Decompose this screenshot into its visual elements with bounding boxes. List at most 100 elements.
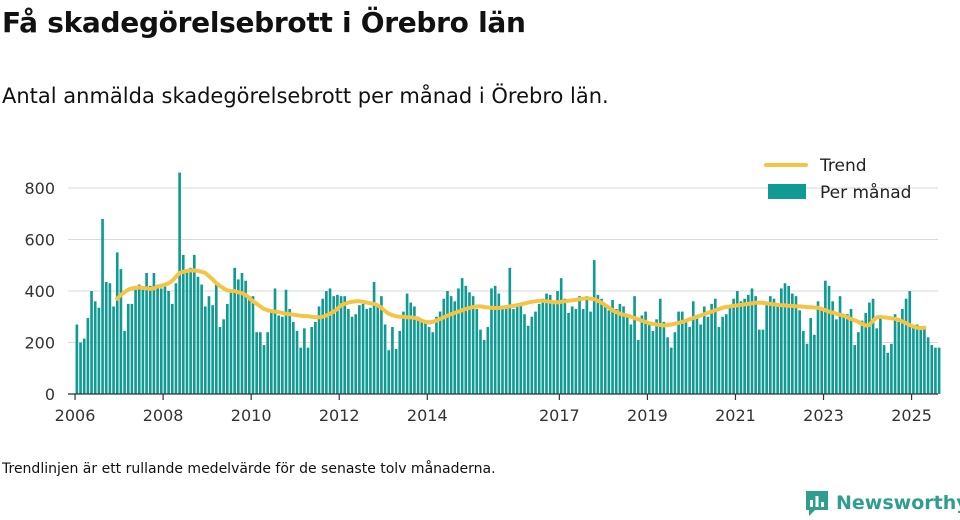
trend-line bbox=[115, 268, 927, 331]
bar bbox=[581, 309, 585, 394]
bar bbox=[314, 321, 317, 394]
bar bbox=[702, 306, 706, 394]
bar bbox=[868, 302, 871, 394]
bar bbox=[115, 252, 119, 395]
bar bbox=[691, 301, 695, 394]
bar bbox=[824, 280, 827, 394]
bar bbox=[376, 303, 380, 395]
bar bbox=[897, 321, 901, 394]
bar bbox=[519, 305, 523, 394]
bar bbox=[262, 345, 266, 394]
bar bbox=[343, 296, 347, 394]
bar bbox=[486, 327, 490, 394]
bar bbox=[380, 296, 383, 394]
bar bbox=[214, 281, 218, 394]
bar bbox=[633, 296, 636, 394]
bar bbox=[97, 307, 101, 394]
bar bbox=[134, 289, 137, 394]
x-tick-label: 2014 bbox=[407, 406, 448, 425]
bar bbox=[534, 311, 537, 394]
bar bbox=[468, 292, 471, 394]
footnote: Trendlinjen är ett rullande medelvärde f… bbox=[2, 461, 496, 477]
bar bbox=[688, 327, 691, 394]
bar bbox=[446, 291, 449, 394]
bar bbox=[86, 318, 90, 394]
bar bbox=[937, 347, 941, 394]
bar bbox=[585, 296, 589, 394]
bar bbox=[860, 320, 864, 394]
newsworthy-logo[interactable]: Newsworthy bbox=[804, 488, 960, 518]
bar bbox=[783, 283, 787, 394]
bar bbox=[501, 306, 504, 394]
bar bbox=[761, 329, 765, 395]
bar bbox=[325, 291, 328, 394]
bar bbox=[574, 309, 578, 394]
x-axis: 2006 2008 2010 2012 2014 2017 2019 2021 2023 2025 bbox=[55, 393, 938, 425]
bar bbox=[321, 298, 325, 395]
bar bbox=[684, 319, 688, 394]
bar bbox=[174, 283, 178, 394]
bar bbox=[530, 316, 534, 394]
bar bbox=[640, 315, 644, 394]
bar bbox=[512, 309, 515, 394]
bar bbox=[281, 316, 284, 394]
bar bbox=[908, 291, 912, 394]
y-tick-label: 400 bbox=[24, 282, 55, 301]
bar bbox=[288, 309, 291, 394]
bar bbox=[497, 293, 501, 394]
bar bbox=[163, 283, 167, 394]
bar bbox=[504, 305, 508, 394]
bar bbox=[809, 318, 812, 394]
bar bbox=[148, 285, 152, 394]
bar bbox=[141, 289, 145, 394]
bar bbox=[270, 311, 273, 394]
bar bbox=[442, 298, 446, 395]
bar bbox=[769, 296, 772, 394]
bar bbox=[365, 309, 369, 394]
bar bbox=[398, 330, 402, 394]
bar bbox=[578, 296, 581, 394]
x-tick-label: 2025 bbox=[891, 406, 932, 425]
bar bbox=[537, 303, 541, 395]
y-axis: 0 200 400 600 800 bbox=[24, 179, 55, 404]
bar bbox=[358, 305, 361, 394]
x-tick-label: 2006 bbox=[55, 406, 96, 425]
bar bbox=[211, 305, 214, 394]
bar bbox=[724, 314, 728, 395]
bar bbox=[189, 267, 192, 394]
bar bbox=[669, 347, 673, 394]
bar bbox=[479, 329, 482, 395]
x-tick-label: 2012 bbox=[319, 406, 360, 425]
bar bbox=[336, 294, 339, 394]
bar bbox=[923, 327, 926, 394]
y-tick-label: 0 bbox=[45, 385, 55, 404]
bar bbox=[119, 269, 123, 394]
bar bbox=[820, 309, 824, 394]
bar bbox=[787, 285, 790, 394]
bar bbox=[732, 298, 735, 395]
bar bbox=[611, 300, 614, 394]
bar bbox=[570, 306, 574, 394]
bar bbox=[299, 347, 303, 394]
bar bbox=[145, 272, 148, 395]
bar bbox=[237, 279, 240, 394]
bar bbox=[82, 338, 86, 394]
bar bbox=[493, 285, 497, 394]
bar bbox=[559, 278, 563, 395]
bar bbox=[658, 298, 662, 395]
bar bbox=[596, 294, 600, 394]
bar bbox=[607, 310, 611, 394]
bar bbox=[449, 296, 453, 394]
bar bbox=[710, 303, 713, 395]
bar bbox=[592, 260, 596, 394]
bar bbox=[603, 306, 607, 394]
bar bbox=[93, 301, 97, 394]
bar bbox=[207, 296, 211, 394]
x-tick-label: 2008 bbox=[143, 406, 184, 425]
bar bbox=[886, 352, 890, 394]
bar bbox=[112, 306, 115, 394]
bar bbox=[636, 339, 640, 395]
bar bbox=[222, 319, 225, 394]
bar bbox=[758, 329, 761, 395]
